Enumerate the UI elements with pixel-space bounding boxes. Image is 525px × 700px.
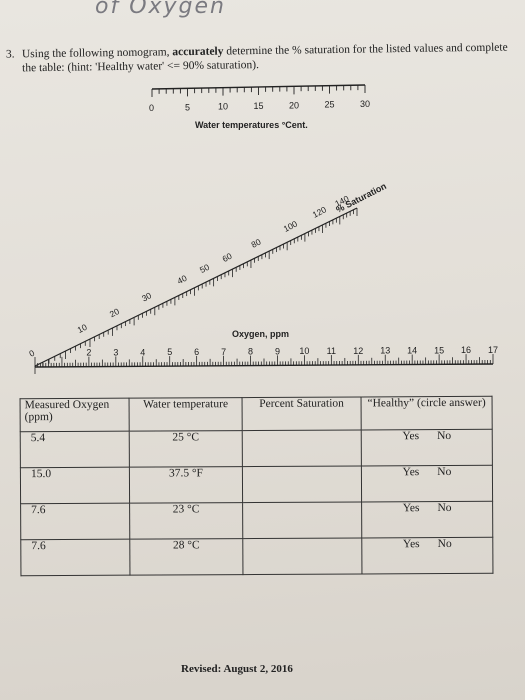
table-row: 5.4 25 °C Yes No: [20, 429, 493, 468]
header-measured-oxygen: Measured Oxygen (ppm): [20, 398, 130, 432]
oxygen-tick-label: 10: [299, 346, 309, 356]
oxygen-tick-label: 9: [275, 346, 280, 356]
oxygen-cell: 7.6: [20, 539, 130, 576]
header-healthy: “Healthy” (circle answer): [361, 396, 493, 430]
oxygen-tick-label: 8: [248, 347, 253, 357]
oxygen-tick-label: 4: [140, 347, 145, 357]
header-percent-saturation: Percent Saturation: [242, 396, 362, 431]
saturation-tick-label: 60: [221, 251, 234, 264]
yes-option[interactable]: Yes: [402, 430, 420, 443]
handwritten-note: of Oxygen: [95, 0, 226, 19]
temperature-cell: 25 °C: [129, 430, 243, 468]
saturation-tick-label: 10: [76, 322, 89, 335]
saturation-tick-label: 80: [250, 236, 263, 249]
water-temperature-label: Water temperatures °Cent.: [195, 120, 308, 130]
oxygen-tick-label: 17: [488, 345, 498, 355]
saturation-tick-label: 20: [108, 306, 121, 319]
healthy-cell: Yes No: [361, 465, 493, 502]
nomogram: 0 5 10 15 20 25 30 Water temperatures °Cent. 0…: [27, 84, 498, 374]
saturation-table: Measured Oxygen (ppm) Water temperature …: [20, 396, 494, 576]
temperature-tick-label: 10: [218, 102, 228, 112]
yes-option[interactable]: Yes: [402, 466, 420, 479]
oxygen-tick-label: 14: [407, 346, 417, 356]
oxygen-tick-label: 3: [113, 347, 118, 357]
oxygen-tick-label: 15: [434, 345, 444, 355]
temperature-cell: 23 °C: [129, 502, 243, 540]
oxygen-tick-label: 13: [380, 346, 390, 356]
water-temperature-scale: 0 5 10 15 20 25 30 Water temperatures °Cent.: [149, 84, 370, 130]
temperature-tick-label: 20: [289, 100, 299, 110]
saturation-answer-cell[interactable]: [242, 537, 362, 575]
saturation-answer-cell[interactable]: [242, 501, 362, 539]
table-row: 7.6 23 °C Yes No: [20, 501, 493, 540]
oxygen-cell: 15.0: [20, 467, 130, 504]
temperature-tick-label: 30: [360, 99, 370, 109]
oxygen-tick-label: 7: [221, 347, 226, 357]
temperature-tick-label: 25: [324, 100, 334, 110]
healthy-cell: Yes No: [361, 429, 493, 466]
revised-date: Revised: August 2, 2016: [181, 663, 293, 675]
saturation-answer-cell[interactable]: [242, 429, 362, 467]
oxygen-scale: 2 3 4 5 6 7 8 9 10 11 12 13 14 15 16 17 Oxygen, ppm: [34, 329, 498, 368]
oxygen-cell: 5.4: [20, 431, 130, 468]
no-option[interactable]: No: [437, 465, 452, 479]
oxygen-label: Oxygen, ppm: [232, 329, 289, 339]
oxygen-tick-label: 2: [86, 348, 91, 358]
healthy-cell: Yes No: [361, 537, 493, 574]
saturation-tick-label: 120: [311, 204, 328, 219]
temperature-tick-label: 0: [149, 103, 154, 113]
oxygen-cell: 7.6: [20, 503, 130, 540]
saturation-tick-label: 50: [198, 262, 211, 275]
saturation-tick-label: 40: [175, 273, 188, 286]
oxygen-tick-label: 6: [194, 347, 199, 357]
saturation-tick-label: 0: [27, 348, 36, 359]
healthy-cell: Yes No: [361, 501, 493, 538]
table-row: 15.0 37.5 °F Yes No: [20, 465, 493, 504]
oxygen-tick-label: 12: [353, 346, 363, 356]
yes-option[interactable]: Yes: [402, 538, 420, 551]
temperature-cell: 28 °C: [129, 538, 243, 576]
saturation-answer-cell[interactable]: [242, 465, 362, 503]
no-option[interactable]: No: [437, 429, 452, 443]
saturation-tick-label: 100: [282, 218, 299, 233]
header-water-temperature: Water temperature: [129, 397, 243, 432]
table-header-row: Measured Oxygen (ppm) Water temperature …: [20, 396, 493, 432]
temperature-tick-label: 15: [253, 101, 263, 111]
temperature-tick-label: 5: [185, 102, 190, 112]
no-option[interactable]: No: [437, 537, 452, 551]
temperature-cell: 37.5 °F: [129, 466, 243, 504]
oxygen-tick-label: 11: [327, 346, 336, 356]
oxygen-tick-label: 16: [461, 345, 471, 355]
saturation-tick-label: 30: [140, 290, 153, 303]
no-option[interactable]: No: [437, 501, 452, 515]
oxygen-tick-label: 5: [167, 347, 172, 357]
yes-option[interactable]: Yes: [402, 502, 420, 515]
table-row: 7.6 28 °C Yes No: [20, 537, 493, 576]
